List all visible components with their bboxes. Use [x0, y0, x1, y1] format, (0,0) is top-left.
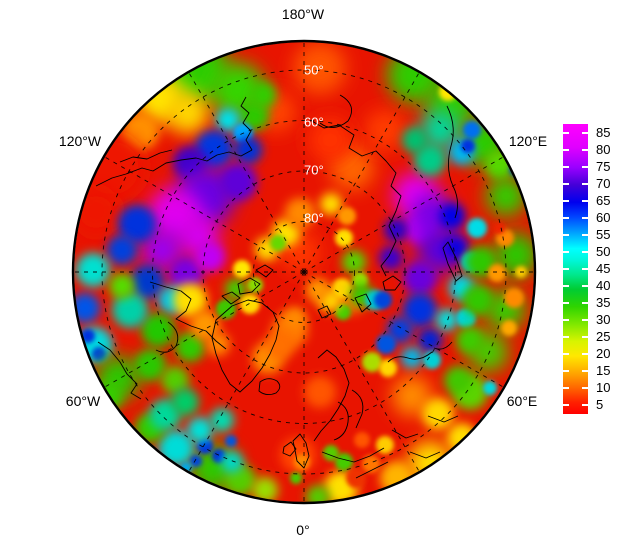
colorbar-tick [582, 148, 588, 151]
colorbar-tick [582, 285, 588, 288]
colorbar-tick [582, 353, 588, 356]
colorbar-tick-label: 5 [596, 397, 604, 413]
colorbar-tick [563, 131, 569, 134]
colorbar-tick [582, 404, 588, 407]
meridian-label-0: 0° [296, 522, 310, 538]
colorbar-tick [582, 319, 588, 322]
colorbar-tick [563, 182, 569, 185]
colorbar-tick-label: 50 [596, 243, 611, 259]
colorbar-tick [563, 233, 569, 236]
colorbar-tick-label: 55 [596, 226, 611, 242]
colorbar-tick [563, 353, 569, 356]
colorbar-tick [563, 370, 569, 373]
colorbar-tick-label: 10 [596, 380, 611, 396]
colorbar-tick [563, 336, 569, 339]
colorbar-tick [582, 131, 588, 134]
colorbar-tick [563, 148, 569, 151]
colorbar-tick-label: 15 [596, 363, 611, 379]
colorbar-tick [563, 165, 569, 168]
colorbar-tick-label: 80 [596, 141, 611, 157]
colorbar-tick [582, 370, 588, 373]
colorbar-tick [582, 387, 588, 390]
meridian-label-180w: 180°W [281, 6, 325, 22]
colorbar-tick [563, 302, 569, 305]
colorbar-tick [563, 319, 569, 322]
colorbar-tick-label: 30 [596, 312, 611, 328]
colorbar-tick [563, 387, 569, 390]
colorbar-tick [582, 216, 588, 219]
colorbar-tick [563, 268, 569, 270]
colorbar-tick-label: 20 [596, 346, 611, 362]
colorbar-tick [582, 250, 588, 253]
colorbar-tick-label: 70 [596, 175, 611, 191]
meridian-label-60w: 60°W [65, 393, 101, 409]
colorbar-tick-label: 45 [596, 261, 611, 276]
colorbar-tick [582, 199, 588, 202]
colorbar-tick-label: 75 [596, 158, 611, 174]
colorbar-tick-label: 85 [596, 124, 611, 140]
colorbar-tick-label: 35 [596, 295, 611, 311]
meridian-label-120e: 120°E [508, 133, 548, 149]
colorbar-tick [582, 336, 588, 339]
colorbar-tick [563, 199, 569, 202]
parallel-label-80: 80° [304, 210, 324, 226]
colorbar-tick [563, 404, 569, 407]
colorbar-tick [582, 233, 588, 236]
parallel-label-70: 70° [304, 162, 324, 178]
colorbar-tick-label: 25 [596, 329, 611, 345]
parallel-label-60: 60° [304, 114, 324, 130]
colorbar-tick [582, 268, 588, 270]
colorbar-tick [563, 250, 569, 253]
colorbar-tick [582, 182, 588, 185]
colorbar-tick-label: 60 [596, 209, 611, 225]
colorbar-tick [563, 285, 569, 288]
colorbar-tick [582, 165, 588, 168]
parallel-label-50: 50° [304, 62, 324, 78]
colorbar-tick-label: 65 [596, 192, 611, 208]
colorbar-tick-label: 40 [596, 278, 611, 294]
meridian-label-60e: 60°E [506, 393, 538, 409]
colorbar-tick [582, 302, 588, 305]
colorbar-tick [563, 216, 569, 219]
meridian-label-120w: 120°W [58, 133, 102, 149]
